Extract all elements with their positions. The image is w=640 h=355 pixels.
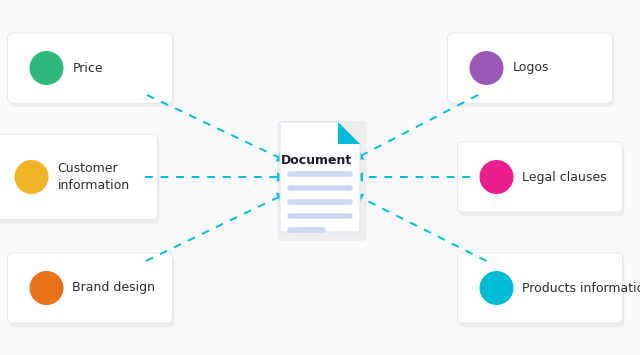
FancyBboxPatch shape bbox=[449, 37, 614, 107]
Polygon shape bbox=[280, 122, 360, 232]
Polygon shape bbox=[276, 153, 286, 162]
Text: Legal clauses: Legal clauses bbox=[522, 170, 607, 184]
Text: Brand design: Brand design bbox=[72, 282, 156, 295]
FancyBboxPatch shape bbox=[0, 138, 159, 224]
Ellipse shape bbox=[470, 51, 504, 85]
FancyBboxPatch shape bbox=[10, 257, 175, 327]
Ellipse shape bbox=[479, 271, 513, 305]
Text: Price: Price bbox=[72, 61, 103, 75]
Polygon shape bbox=[338, 122, 360, 144]
FancyBboxPatch shape bbox=[458, 142, 623, 212]
Ellipse shape bbox=[15, 160, 49, 194]
Ellipse shape bbox=[29, 51, 63, 85]
FancyBboxPatch shape bbox=[8, 33, 173, 103]
FancyBboxPatch shape bbox=[460, 146, 625, 216]
Text: Customer
information: Customer information bbox=[58, 162, 130, 192]
FancyBboxPatch shape bbox=[10, 37, 175, 107]
Ellipse shape bbox=[479, 160, 513, 194]
FancyBboxPatch shape bbox=[460, 257, 625, 327]
Polygon shape bbox=[354, 151, 364, 160]
FancyBboxPatch shape bbox=[458, 253, 623, 323]
FancyBboxPatch shape bbox=[0, 135, 157, 219]
Text: Document: Document bbox=[282, 154, 353, 167]
Polygon shape bbox=[354, 172, 363, 182]
Polygon shape bbox=[354, 194, 364, 203]
Text: Products information: Products information bbox=[522, 282, 640, 295]
FancyBboxPatch shape bbox=[8, 253, 173, 323]
Text: Logos: Logos bbox=[513, 61, 549, 75]
Polygon shape bbox=[276, 193, 286, 202]
FancyBboxPatch shape bbox=[277, 121, 367, 241]
Polygon shape bbox=[277, 172, 286, 182]
FancyBboxPatch shape bbox=[447, 33, 612, 103]
Ellipse shape bbox=[29, 271, 63, 305]
